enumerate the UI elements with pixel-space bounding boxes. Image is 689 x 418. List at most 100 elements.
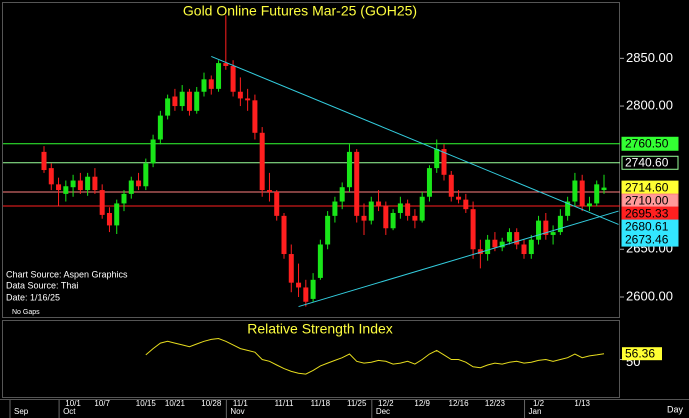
candle-body: [499, 241, 505, 248]
candle-body: [586, 203, 592, 207]
candle-body: [325, 215, 331, 245]
x-tick-label: 11/11: [275, 399, 294, 408]
candle-body: [383, 206, 389, 229]
level-label: 2760.50: [625, 136, 669, 150]
candle-body: [99, 190, 105, 215]
x-tick-label: 10/15: [136, 399, 157, 408]
candle-body: [354, 151, 360, 216]
level-label: 2673.46: [625, 232, 669, 246]
candle-body: [470, 209, 476, 250]
candle-body: [310, 279, 316, 299]
level-label: 2740.60: [625, 155, 669, 169]
candle-body: [216, 63, 222, 89]
candle-body: [579, 180, 585, 207]
note: Date: 1/16/25: [6, 292, 60, 302]
candle-body: [572, 180, 578, 202]
candle-body: [245, 98, 251, 101]
trend-line: [298, 210, 619, 308]
candle-body: [543, 220, 549, 235]
candle-body: [208, 79, 214, 89]
x-tick-label: 1/2: [533, 399, 545, 408]
note: Chart Source: Aspen Graphics: [6, 269, 128, 279]
candle-body: [463, 199, 469, 210]
candle-body: [223, 63, 229, 66]
candle-body: [70, 180, 76, 188]
candle-body: [281, 215, 287, 255]
level-box: [621, 136, 679, 151]
chart-title: Gold Online Futures Mar-25 (GOH25): [183, 3, 417, 19]
candle-body: [114, 203, 120, 226]
level-label: 2695.33: [625, 206, 669, 220]
x-group-label: Nov: [230, 407, 244, 416]
candle-body: [230, 65, 236, 92]
value-label: 56.36: [625, 346, 655, 360]
price-panel: [2, 2, 620, 318]
candle-body: [456, 196, 462, 200]
x-group-label: Jan: [529, 407, 542, 416]
note: Data Source: Thai: [6, 280, 78, 290]
x-tick-label: 10/21: [165, 399, 186, 408]
rsi-panel: [2, 320, 620, 398]
candle-body: [41, 151, 47, 171]
candle-body: [346, 151, 352, 188]
candle-body: [266, 190, 272, 192]
candle-body: [317, 244, 323, 278]
candle-body: [252, 100, 258, 133]
candle-body: [376, 201, 382, 207]
candle-body: [288, 254, 294, 283]
trend-line: [211, 55, 619, 225]
candle-body: [397, 203, 403, 213]
candle-body: [485, 239, 491, 255]
candle-body: [296, 282, 302, 288]
candle-body: [150, 139, 156, 164]
candle-body: [550, 232, 556, 235]
candle-body: [172, 96, 178, 107]
candle-body: [390, 212, 396, 229]
candle-body: [339, 187, 345, 202]
x-tick-label: 1/13: [574, 399, 590, 408]
candle-body: [201, 79, 207, 92]
candle-body: [514, 232, 520, 245]
candle-body: [419, 196, 425, 221]
y-tick-label: 2850.00: [626, 50, 673, 65]
candle-body: [303, 287, 309, 302]
x-group-label: Oct: [63, 407, 76, 416]
y-tick-label: 2800.00: [626, 97, 673, 112]
candle-body: [121, 193, 127, 204]
level-box: [621, 155, 679, 170]
candle-body: [259, 132, 265, 191]
x-axis-label: Day: [667, 404, 684, 414]
note: No Gaps: [12, 309, 40, 316]
candle-body: [448, 174, 454, 197]
candle-body: [143, 163, 149, 187]
candle-body: [536, 220, 542, 240]
candle-body: [332, 201, 338, 216]
x-tick-label: 11/18: [311, 399, 331, 408]
candle-body: [521, 244, 527, 255]
x-tick-label: 10/7: [94, 399, 110, 408]
candle-body: [361, 215, 367, 221]
candle-body: [179, 91, 185, 107]
candle-body: [601, 187, 607, 191]
x-tick-label: 11/1: [233, 399, 249, 408]
candle-body: [477, 249, 483, 255]
x-tick-label: 12/23: [485, 399, 506, 408]
x-tick-label: 12/2: [378, 399, 394, 408]
candle-body: [368, 201, 374, 221]
candle-body: [405, 203, 411, 216]
candle-body: [85, 176, 91, 191]
candle-body: [48, 168, 54, 185]
candle-body: [77, 180, 83, 191]
candle-body: [56, 184, 62, 191]
candle-body: [128, 180, 134, 194]
candle-body: [194, 91, 200, 111]
x-group-label: Sep: [14, 407, 29, 416]
rsi-line: [145, 337, 605, 375]
candle-body: [157, 115, 163, 140]
level-label: 2680.61: [625, 219, 669, 233]
x-group-label: Dec: [376, 407, 390, 416]
level-label: 2710.00: [625, 193, 669, 207]
candle-body: [92, 176, 98, 191]
